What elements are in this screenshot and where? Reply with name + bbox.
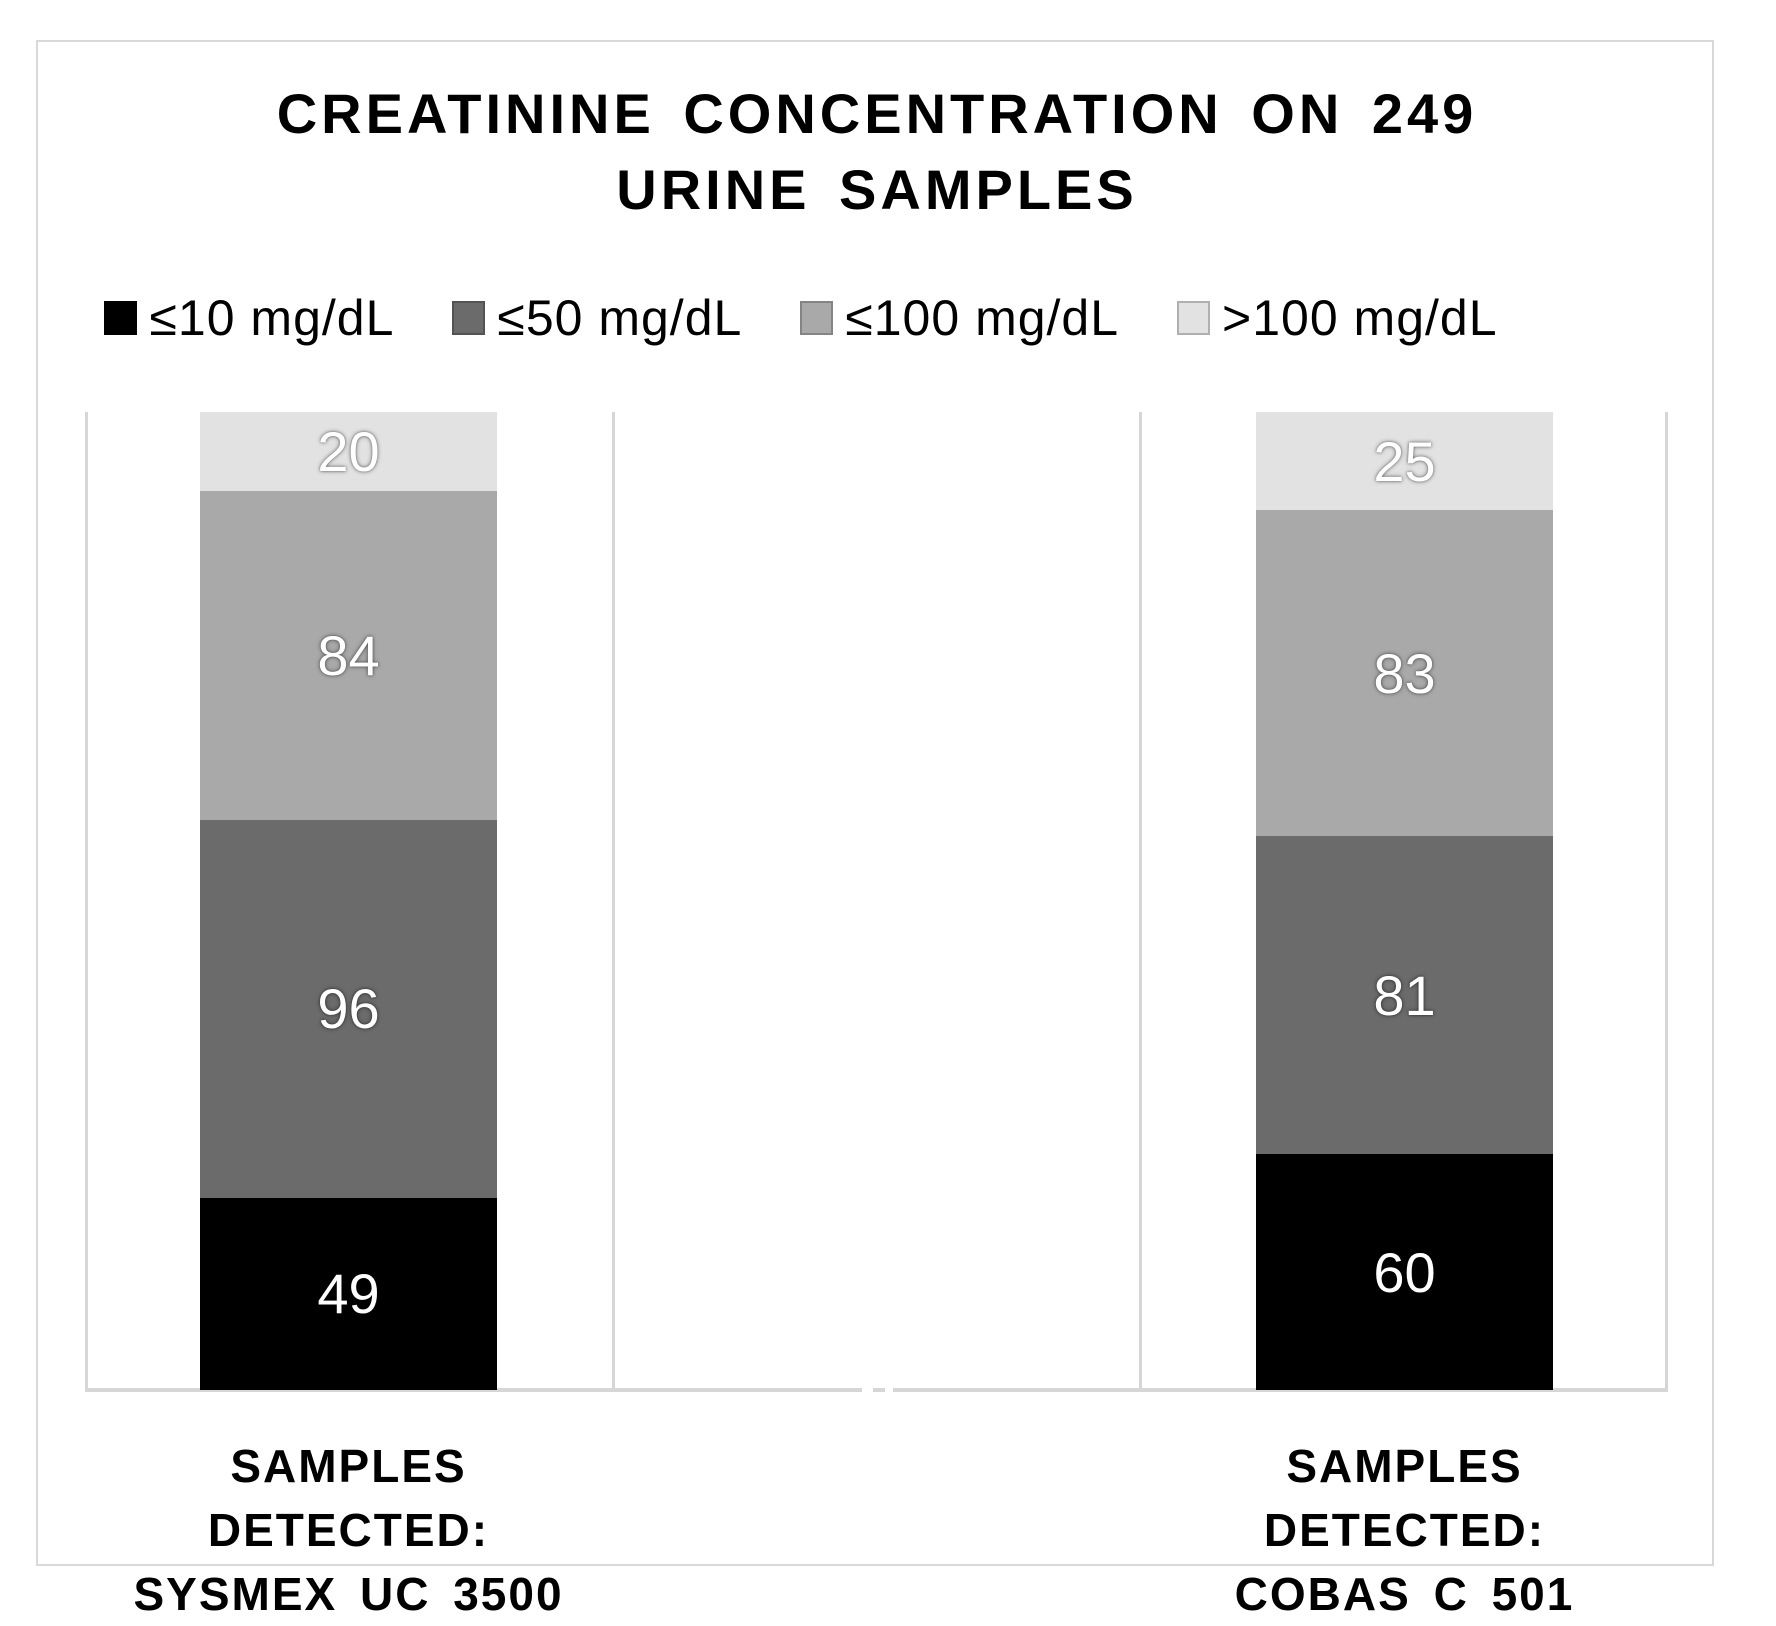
segment-value-label: 49 [317,1262,380,1326]
category-label-line1: SAMPLES DETECTED: [1263,1440,1546,1556]
bar-segment: 81 [1256,836,1553,1155]
segment-value-label: 20 [317,419,380,483]
category-label-line2: SYSMEX UC 3500 [133,1568,564,1620]
segment-value-label: 60 [1373,1240,1436,1304]
legend-label: ≤50 mg/dL [497,290,743,346]
chart-title-line2: URINE SAMPLES [616,158,1138,221]
bar-segment: 83 [1256,510,1553,837]
segment-value-label: 96 [317,977,380,1041]
chart-title-line1: CREATININE CONCENTRATION ON 249 [276,82,1478,145]
plot-left-border-line [85,412,88,1390]
legend-label: ≤100 mg/dL [845,290,1120,346]
bar-segment: 49 [200,1197,497,1390]
segment-value-label: 84 [317,624,380,687]
category-gridline [1139,412,1142,1390]
segment-value-label: 83 [1373,641,1436,705]
legend-item: >100 mg/dL [1177,289,1497,347]
segment-value-label: 25 [1373,429,1436,493]
chart-title: CREATININE CONCENTRATION ON 249 URINE SA… [36,76,1718,228]
plot-right-border-line [1665,412,1668,1390]
plot-area: 20 84 96 49 25 83 81 60 [85,412,1668,1393]
chart-legend: ≤10 mg/dL ≤50 mg/dL ≤100 mg/dL >100 mg/dL [36,288,1566,348]
bar-segment: 20 [200,412,497,491]
legend-swatch-icon [452,301,486,335]
category-label-1: SAMPLES DETECTED: SYSMEX UC 3500 [85,1434,612,1626]
category-label-2: SAMPLES DETECTED: COBAS C 501 [1141,1434,1668,1626]
legend-item: ≤50 mg/dL [452,289,742,347]
legend-label: ≤10 mg/dL [149,290,395,346]
bar-segment: 84 [200,490,497,821]
bar-segment: 25 [1256,412,1553,511]
legend-label: >100 mg/dL [1222,290,1498,346]
legend-item: ≤100 mg/dL [800,289,1119,347]
bar-segment: 96 [200,820,497,1198]
stacked-bar-1: 20 84 96 49 [200,412,497,1390]
legend-swatch-icon [104,301,138,335]
category-label-line1: SAMPLES DETECTED: [207,1440,490,1556]
category-gridline [612,412,615,1390]
axis-break-dash [873,1388,885,1392]
legend-item: ≤10 mg/dL [104,289,394,347]
legend-swatch-icon [1177,301,1211,335]
stacked-bar-2: 25 83 81 60 [1256,412,1553,1390]
category-label-line2: COBAS C 501 [1234,1568,1575,1620]
segment-value-label: 81 [1373,963,1436,1027]
bar-segment: 60 [1256,1154,1553,1390]
legend-swatch-icon [800,301,834,335]
